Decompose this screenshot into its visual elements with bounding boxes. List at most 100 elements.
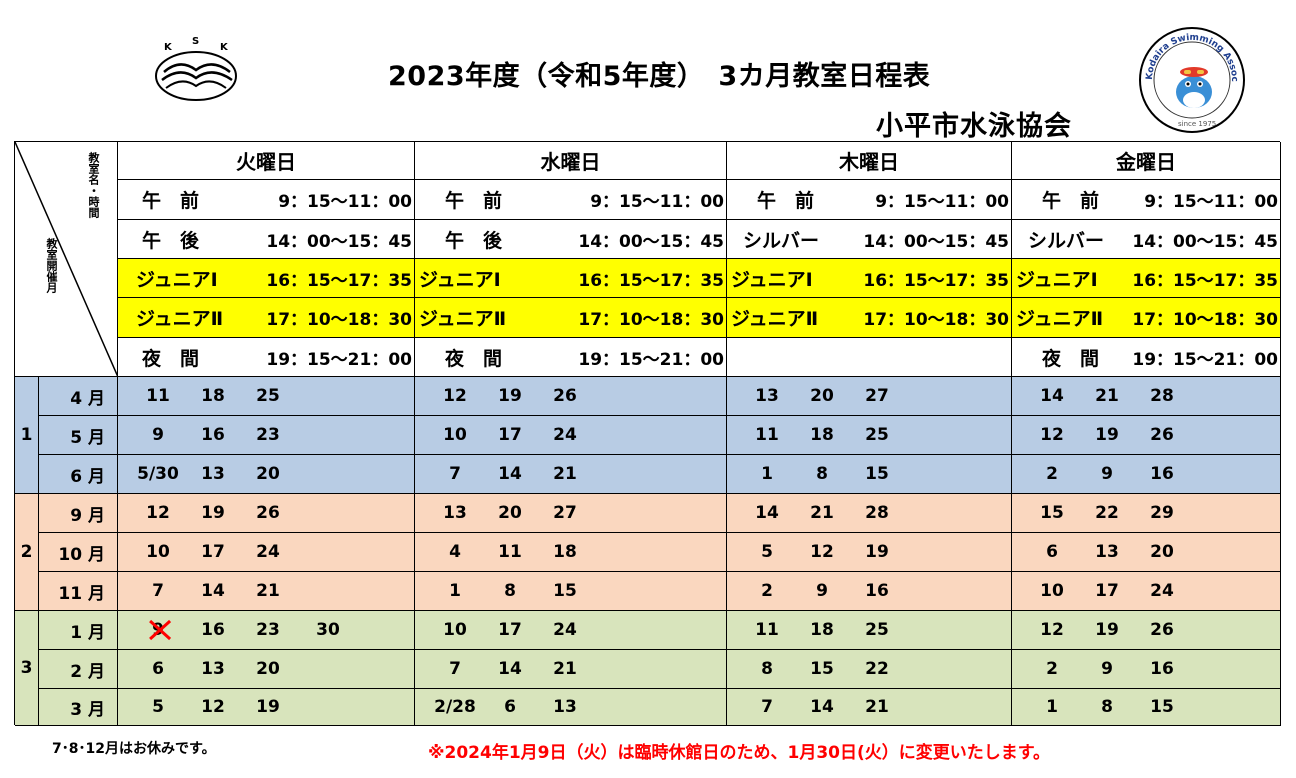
dates-cell-tue: 5 12 19 (118, 689, 415, 726)
class-name: ジュニアⅡ (731, 308, 819, 330)
date-value: 14 (498, 464, 522, 484)
date-value: 26 (256, 503, 280, 523)
class-time: 9：15～11：00 (875, 192, 1009, 212)
dates-cell-wed: 13 20 27 (415, 494, 727, 533)
date-value: 16 (201, 620, 225, 640)
date-value: 22 (865, 659, 889, 679)
class-cell-wed-5: 夜 間 19：15～21：00 (415, 338, 727, 377)
class-cell-fri-3: ジュニアⅠ 16：15～17：35 (1012, 259, 1281, 298)
class-cell-wed-1: 午 前 9：15～11：00 (415, 180, 727, 220)
date-value: 13 (201, 659, 225, 679)
date-value: 13 (443, 503, 467, 523)
class-cell-fri-2: シルバー 14：00～15：45 (1012, 220, 1281, 259)
date-value: 20 (1150, 542, 1174, 562)
date-value: 1 (761, 464, 773, 484)
dates-cell-thu: 14 21 28 (727, 494, 1012, 533)
dates-cell-tue: 9 16 23 (118, 416, 415, 455)
date-value: 9 (149, 619, 172, 641)
date-value: 13 (755, 386, 779, 406)
dates-cell-tue: 5/30 13 20 (118, 455, 415, 494)
date-value: 24 (256, 542, 280, 562)
date-value: 21 (1095, 386, 1119, 406)
date-value: 6 (1046, 542, 1058, 562)
dates-cell-wed: 10 17 24 (415, 416, 727, 455)
date-value: 20 (256, 464, 280, 484)
date-value: 15 (1150, 697, 1174, 717)
date-value: 16 (865, 581, 889, 601)
date-value: 8 (1101, 697, 1113, 717)
date-value: 19 (498, 386, 522, 406)
class-cell-tue-3: ジュニアⅠ 16：15～17：35 (118, 259, 415, 298)
class-cell-fri-5: 夜 間 19：15～21：00 (1012, 338, 1281, 377)
date-value: 18 (810, 425, 834, 445)
class-name: 午 後 (445, 229, 503, 252)
date-value: 17 (498, 620, 522, 640)
dates-cell-thu: 11 18 25 (727, 611, 1012, 650)
date-value: 19 (201, 503, 225, 523)
date-value: 20 (810, 386, 834, 406)
month-label-cell: 11 月 (39, 572, 118, 611)
logo-since-text: since 1975 (1178, 120, 1216, 128)
date-value: 15 (865, 464, 889, 484)
day-header-tue: 火曜日 (118, 142, 415, 180)
date-value: 7 (152, 581, 164, 601)
month-label-cell: 9 月 (39, 494, 118, 533)
date-value: 9 (816, 581, 828, 601)
class-time: 17：10～18：30 (863, 310, 1009, 330)
dates-cell-thu: 13 20 27 (727, 377, 1012, 416)
dates-cell-thu: 1 8 15 (727, 455, 1012, 494)
date-value: 11 (498, 542, 522, 562)
dates-cell-thu: 7 14 21 (727, 689, 1012, 726)
date-value: 2 (1046, 659, 1058, 679)
logo-letter: K (220, 42, 229, 53)
date-value: 12 (1040, 425, 1064, 445)
class-name: 午 前 (445, 190, 503, 212)
dates-cell-wed: 1 8 15 (415, 572, 727, 611)
date-value: 19 (1095, 425, 1119, 445)
date-value: 12 (1040, 620, 1064, 640)
date-value: 5/30 (137, 464, 179, 484)
date-value: 27 (865, 386, 889, 406)
kodaira-swimming-association-logo-icon: Kodaira Swimming Association since 1975 (1138, 26, 1245, 133)
date-value: 8 (504, 581, 516, 601)
term-label-cell-2: 2 (15, 494, 39, 611)
date-value: 5 (761, 542, 773, 562)
date-value: 19 (865, 542, 889, 562)
class-name: ジュニアⅡ (419, 308, 507, 330)
dates-cell-wed: 7 14 21 (415, 455, 727, 494)
class-name: 午 後 (142, 229, 200, 252)
date-value: 14 (1040, 386, 1064, 406)
date-value: 25 (865, 425, 889, 445)
date-value: 18 (810, 620, 834, 640)
closed-months-note: 7･8･12月はお休みです。 (52, 741, 216, 757)
dates-cell-thu: 8 15 22 (727, 650, 1012, 689)
date-value: 12 (810, 542, 834, 562)
date-value: 14 (498, 659, 522, 679)
date-value: 6 (152, 659, 164, 679)
dates-cell-tue: 12 19 26 (118, 494, 415, 533)
class-time: 16：15～17：35 (1132, 270, 1278, 291)
day-header-wed: 水曜日 (415, 142, 727, 180)
class-name: ジュニアⅠ (419, 268, 501, 291)
date-value: 23 (256, 620, 280, 640)
class-name: ジュニアⅠ (136, 268, 218, 291)
class-name: シルバー (743, 229, 820, 252)
date-value: 4 (449, 542, 461, 562)
class-cell-tue-5: 夜 間 19：15～21：00 (118, 338, 415, 377)
date-value: 17 (498, 425, 522, 445)
class-time: 17：10～18：30 (1132, 310, 1278, 330)
dates-cell-tue: 7 14 21 (118, 572, 415, 611)
date-value: 16 (1150, 464, 1174, 484)
class-time: 19：15～21：00 (266, 349, 412, 370)
dates-cell-fri: 6 13 20 (1012, 533, 1281, 572)
date-value: 15 (553, 581, 577, 601)
month-label-cell: 5 月 (39, 416, 118, 455)
month-label-cell: 2 月 (39, 650, 118, 689)
date-value: 11 (146, 386, 170, 406)
class-cell-thu-1: 午 前 9：15～11：00 (727, 180, 1012, 220)
class-cell-tue-4: ジュニアⅡ 17：10～18：30 (118, 298, 415, 338)
date-value: 26 (553, 386, 577, 406)
class-name: ジュニアⅡ (1016, 308, 1104, 330)
dates-cell-thu: 11 18 25 (727, 416, 1012, 455)
class-time: 9：15～11：00 (590, 192, 724, 212)
